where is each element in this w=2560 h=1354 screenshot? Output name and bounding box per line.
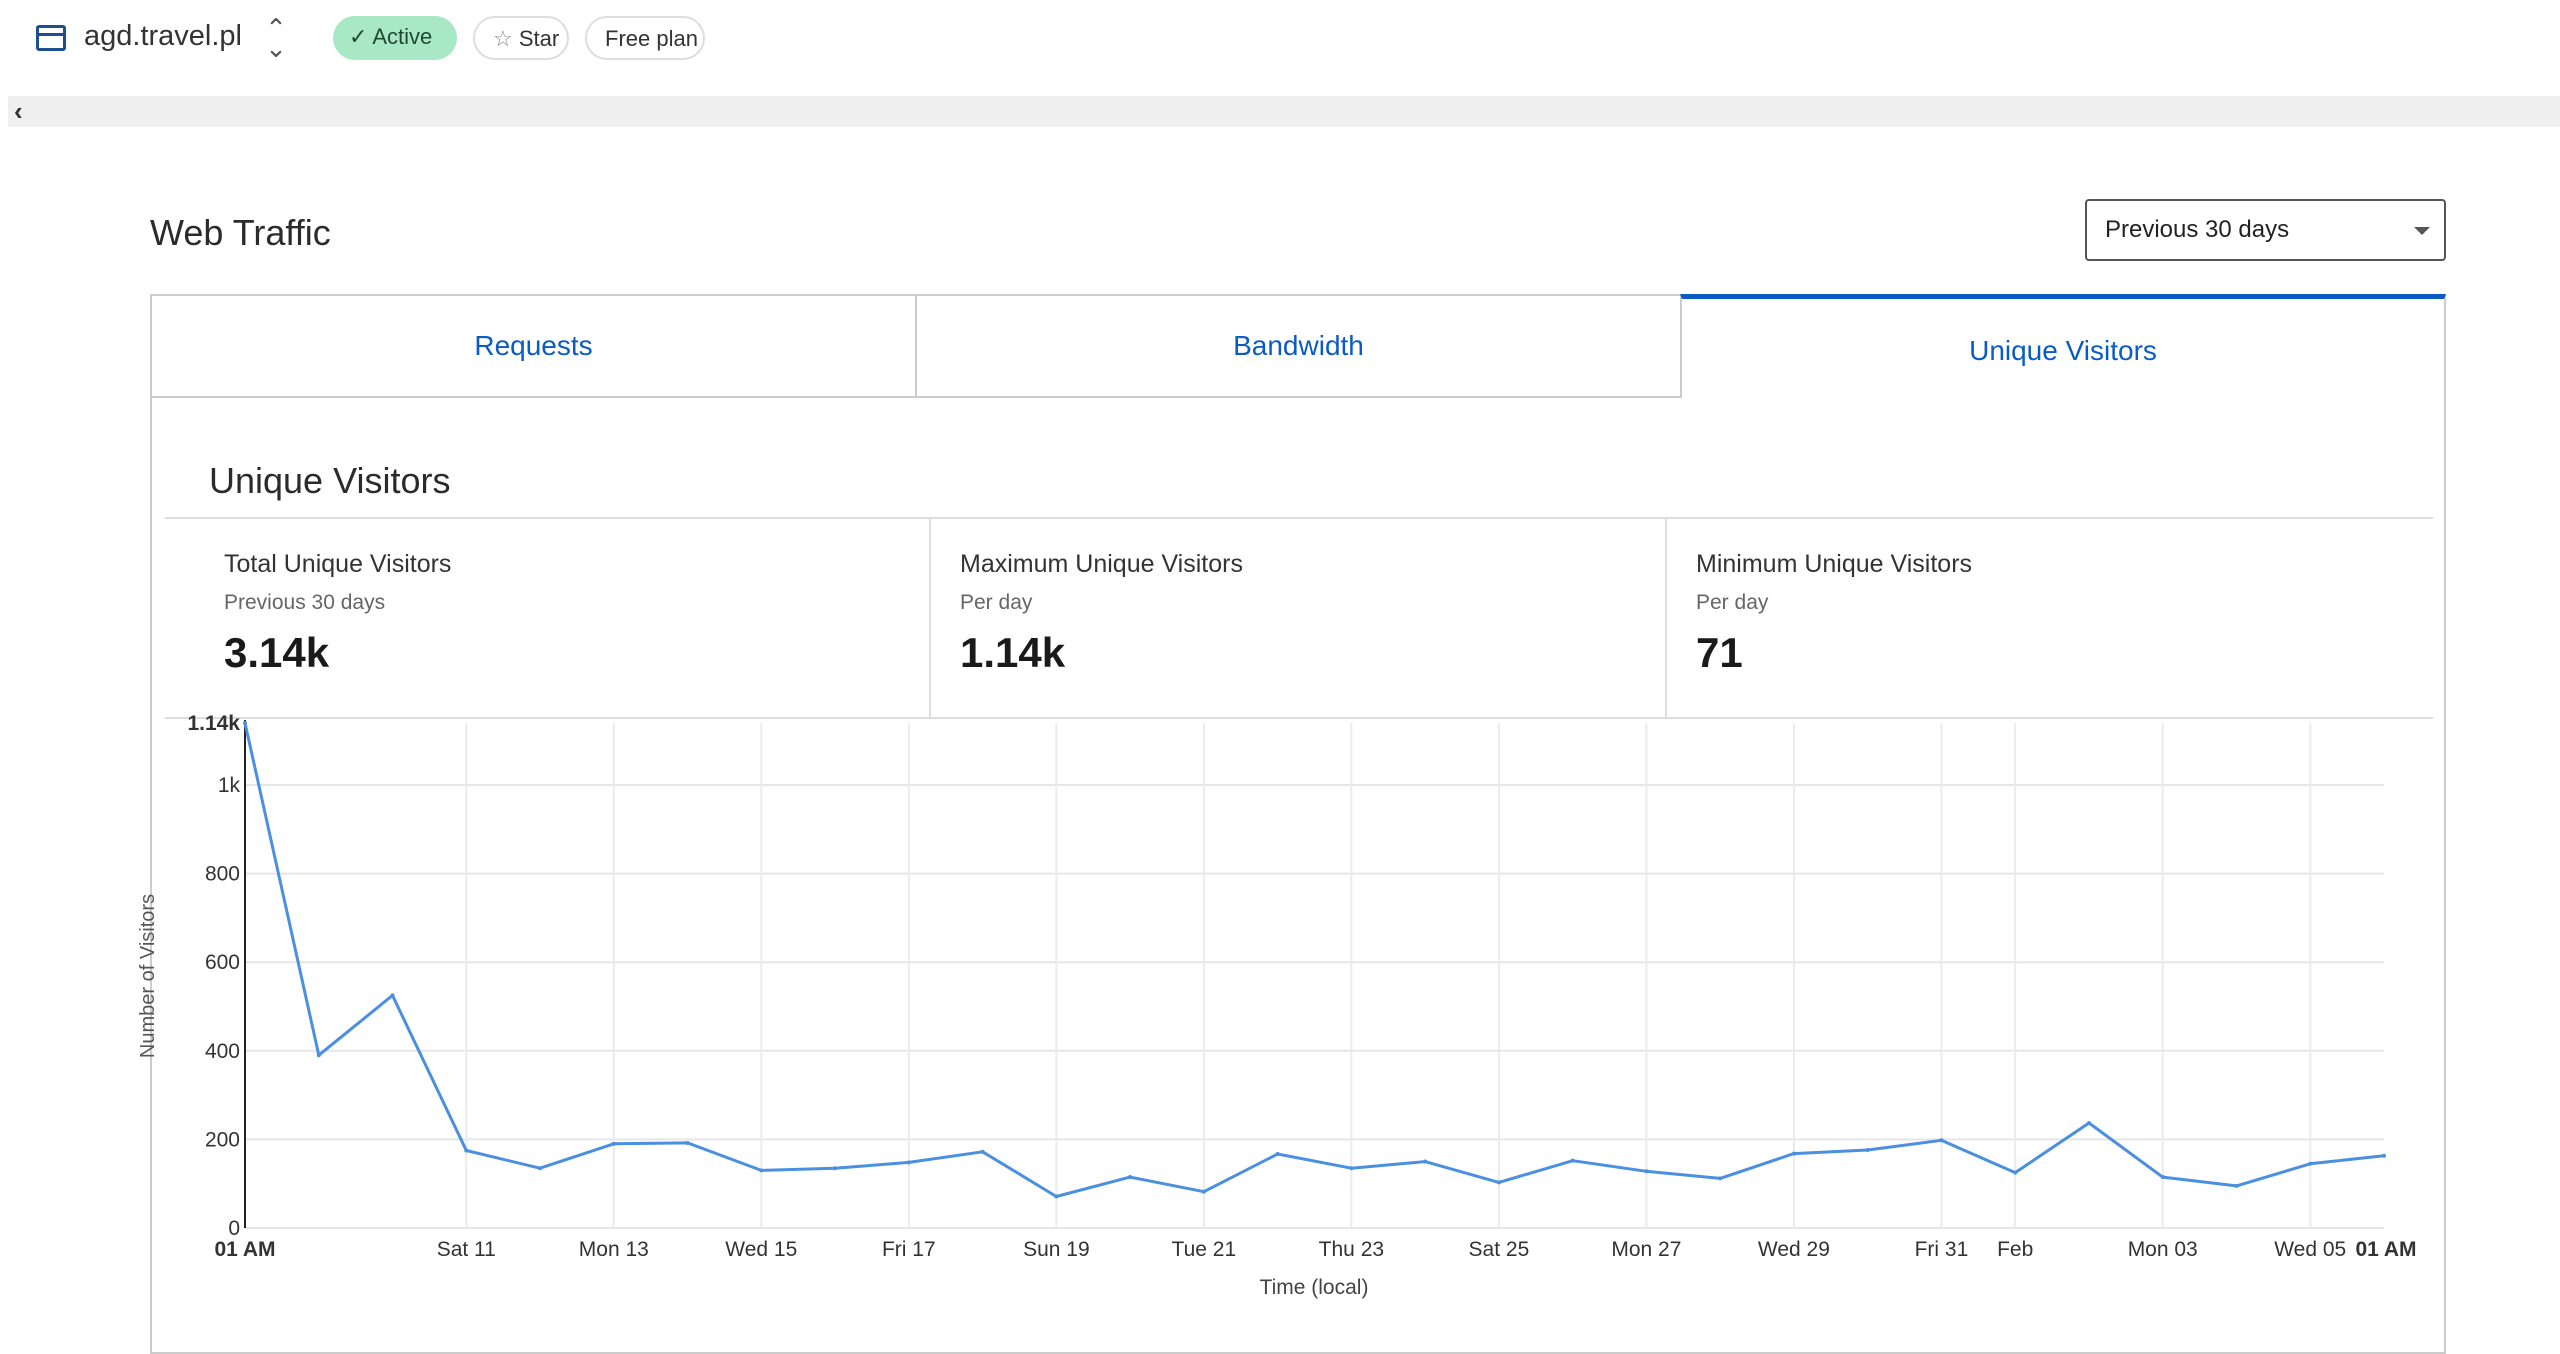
x-tick-label: Mon 27 [1611, 1238, 1681, 1261]
site-name[interactable]: agd.travel.pl [84, 20, 242, 52]
data-point [1791, 1151, 1796, 1156]
status-label: Active [372, 24, 433, 49]
data-point [1939, 1138, 1944, 1143]
data-point [1423, 1159, 1428, 1164]
tab-requests[interactable]: Requests [150, 294, 917, 398]
stat-sub: Per day [1696, 591, 1769, 614]
star-label: Star [518, 26, 560, 51]
x-tick-label: 01 AM [214, 1238, 275, 1261]
data-point [1718, 1176, 1723, 1181]
stat-sub: Previous 30 days [224, 591, 386, 614]
data-point [833, 1166, 838, 1171]
stat-value: 71 [1696, 629, 1743, 676]
star-button[interactable]: ☆ Star [473, 16, 569, 60]
y-tick-label: 1k [218, 774, 241, 797]
page-title: Web Traffic [150, 212, 331, 253]
data-point [1201, 1189, 1206, 1194]
data-point [1496, 1180, 1501, 1185]
data-point [390, 993, 395, 998]
x-tick-label: Fri 17 [882, 1238, 936, 1261]
collapse-bar[interactable] [8, 96, 2560, 127]
data-point [1275, 1152, 1280, 1157]
x-tick-label: Tue 21 [1172, 1238, 1237, 1261]
stat-label: Minimum Unique Visitors [1696, 550, 1973, 578]
divider [929, 517, 931, 717]
check-icon: ✓ [349, 24, 373, 49]
x-tick-label: Mon 03 [2128, 1238, 2198, 1261]
data-point [759, 1168, 764, 1173]
stat-value: 3.14k [224, 629, 330, 676]
status-badge: ✓ Active [333, 16, 457, 60]
range-select-value: Previous 30 days [2105, 216, 2290, 243]
stat-label: Maximum Unique Visitors [960, 550, 1243, 578]
x-axis-title: Time (local) [1260, 1276, 1369, 1299]
range-select[interactable]: Previous 30 days [2085, 199, 2446, 261]
x-tick-label: Wed 15 [725, 1238, 797, 1261]
x-tick-label: 01 AM [2355, 1238, 2416, 1261]
visitors-chart: 0 200 400 600 800 1k 1.14k 01 AM Sat 11 Mon 13 We… [137, 712, 2417, 1299]
y-tick-label: 600 [205, 951, 240, 974]
divider [165, 517, 2433, 519]
chevron-up-down-icon[interactable]: ⌃ ⌄ [265, 13, 287, 63]
data-point [2013, 1170, 2018, 1175]
x-tick-label: Wed 29 [1758, 1238, 1830, 1261]
data-point [1054, 1194, 1059, 1199]
tab-bandwidth[interactable]: Bandwidth [915, 294, 1682, 398]
data-point [2160, 1175, 2165, 1180]
divider [1665, 517, 1667, 717]
plan-badge[interactable]: Free plan [585, 16, 705, 60]
data-point [1128, 1175, 1133, 1180]
x-tick-label: Thu 23 [1319, 1238, 1384, 1261]
stat-value: 1.14k [960, 629, 1066, 676]
tab-unique-visitors[interactable]: Unique Visitors [1680, 294, 2446, 398]
x-tick-label: Wed 05 [2274, 1238, 2346, 1261]
star-icon: ☆ [493, 26, 519, 51]
data-point [685, 1140, 690, 1145]
y-tick-label: 800 [205, 863, 240, 886]
data-point [2308, 1161, 2313, 1166]
data-point [2382, 1153, 2386, 1158]
y-axis-title: Number of Visitors [137, 894, 159, 1058]
x-tick-label: Feb [1997, 1238, 2033, 1261]
data-point [538, 1166, 543, 1171]
x-tick-label: Sat 25 [1469, 1238, 1530, 1261]
y-tick-label: 1.14k [187, 712, 240, 735]
data-point [2234, 1183, 2239, 1188]
browser-window-icon [36, 25, 66, 51]
data-point [2086, 1121, 2091, 1126]
y-tick-label: 0 [228, 1217, 240, 1240]
y-tick-label: 200 [205, 1128, 240, 1151]
stat-sub: Per day [960, 591, 1033, 614]
x-tick-label: Fri 31 [1915, 1238, 1969, 1261]
data-point [980, 1149, 985, 1154]
stat-total: Total Unique Visitors Previous 30 days 3… [224, 550, 451, 677]
data-point [1644, 1169, 1649, 1174]
chevron-left-icon[interactable]: ‹ [14, 96, 23, 126]
stat-label: Total Unique Visitors [224, 550, 452, 578]
data-point [611, 1141, 616, 1146]
data-point [1865, 1148, 1870, 1153]
divider [165, 717, 2433, 719]
section-title: Unique Visitors [209, 460, 451, 501]
data-point [316, 1053, 321, 1058]
stat-min: Minimum Unique Visitors Per day 71 [1696, 550, 1972, 677]
x-tick-label: Mon 13 [579, 1238, 649, 1261]
series-line [243, 722, 2385, 1198]
x-tick-label: Sat 11 [437, 1238, 496, 1261]
data-point [1570, 1158, 1575, 1163]
stat-max: Maximum Unique Visitors Per day 1.14k [960, 550, 1243, 677]
caret-down-icon [2414, 227, 2430, 235]
data-point [243, 721, 247, 725]
x-tick-label: Sun 19 [1023, 1238, 1090, 1261]
data-point [1349, 1166, 1354, 1171]
data-point [906, 1160, 911, 1165]
y-tick-label: 400 [205, 1040, 240, 1063]
data-point [464, 1148, 469, 1153]
